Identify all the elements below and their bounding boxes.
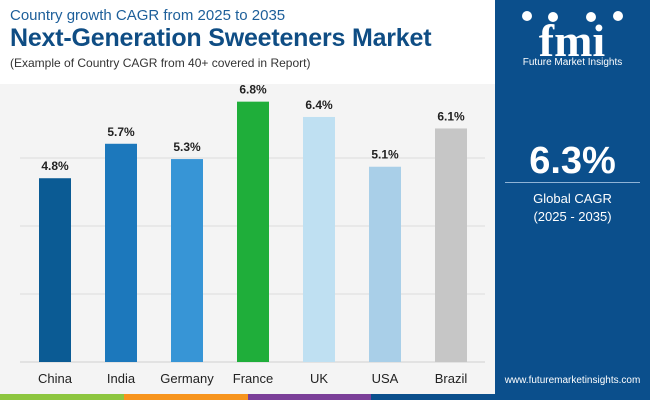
chart-subtitle: Country growth CAGR from 2025 to 2035: [10, 7, 286, 24]
data-label-usa: 5.1%: [371, 148, 399, 162]
logo-tagline: Future Market Insights: [522, 57, 623, 68]
stat-divider: [505, 182, 640, 183]
data-label-china: 4.8%: [41, 159, 69, 173]
x-tick-label-china: China: [38, 371, 73, 386]
x-tick-label-france: France: [233, 371, 273, 386]
x-tick-label-usa: USA: [372, 371, 399, 386]
logo-mark: fmi: [539, 15, 606, 66]
x-tick-label-brazil: Brazil: [435, 371, 468, 386]
logo-dot-icon: [586, 12, 596, 22]
bar-france: [237, 101, 269, 363]
strip-segment-blue: [371, 394, 495, 400]
chart-note: (Example of Country CAGR from 40+ covere…: [10, 56, 311, 70]
chart-area: 4.8% China 5.7% India 5.3% Germany 6.8% France 6…: [0, 84, 495, 394]
bar-brazil: [435, 128, 467, 362]
data-label-brazil: 6.1%: [437, 109, 465, 123]
strip-segment-orange: [123, 394, 248, 400]
stat-period-text: (2025 - 2035): [533, 209, 612, 224]
global-cagr-value: 6.3%: [529, 140, 616, 182]
logo-dot-icon: [548, 12, 558, 22]
data-label-germany: 5.3%: [173, 140, 201, 154]
fmi-logo: fmi: [522, 11, 623, 66]
header: Country growth CAGR from 2025 to 2035 Ne…: [0, 0, 495, 80]
strip-segment-purple: [247, 394, 372, 400]
global-cagr-label: Global CAGR (2025 - 2035): [495, 190, 650, 226]
logo-dot-icon: [613, 11, 623, 21]
x-tick-label-germany: Germany: [160, 371, 214, 386]
bar-india: [105, 143, 137, 362]
chart-title: Next-Generation Sweeteners Market: [10, 24, 432, 52]
bar-usa: [369, 166, 401, 362]
data-label-india: 5.7%: [107, 125, 135, 139]
website-link[interactable]: www.futuremarketinsights.com: [504, 375, 641, 386]
bar-germany: [171, 159, 203, 362]
bottom-color-strip: [0, 394, 495, 400]
x-tick-label-india: India: [107, 371, 136, 386]
logo-dot-icon: [522, 11, 532, 21]
bar-chart: 4.8% China 5.7% India 5.3% Germany 6.8% France 6…: [20, 84, 485, 386]
bar-china: [39, 178, 71, 362]
data-label-uk: 6.4%: [305, 98, 333, 112]
strip-segment-green: [0, 394, 124, 400]
data-label-france: 6.8%: [239, 84, 267, 97]
x-tick-label-uk: UK: [310, 371, 328, 386]
bar-uk: [303, 116, 335, 362]
sidebar: fmi Future Market Insights 6.3% Global C…: [495, 0, 650, 400]
stat-label-text: Global CAGR: [533, 191, 612, 206]
